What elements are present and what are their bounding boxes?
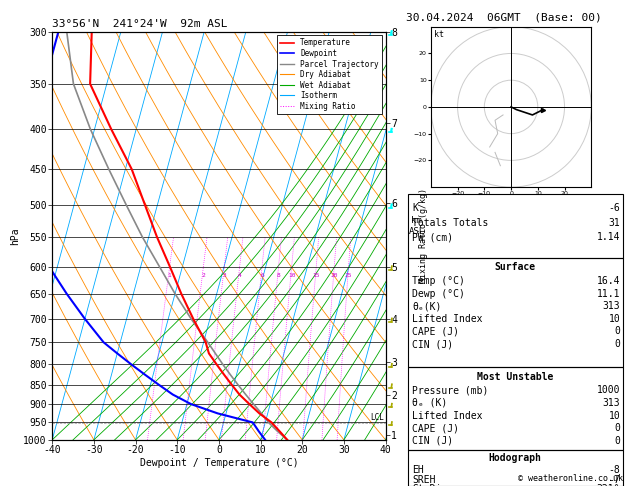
Text: Most Unstable: Most Unstable bbox=[477, 372, 554, 382]
Text: 321°: 321° bbox=[597, 485, 620, 486]
Text: 313: 313 bbox=[603, 301, 620, 311]
Text: 33°56'N  241°24'W  92m ASL: 33°56'N 241°24'W 92m ASL bbox=[52, 19, 228, 30]
Text: 16.4: 16.4 bbox=[597, 276, 620, 286]
Text: 0: 0 bbox=[615, 423, 620, 433]
Text: CIN (J): CIN (J) bbox=[412, 339, 453, 349]
Text: Temp (°C): Temp (°C) bbox=[412, 276, 465, 286]
Text: 4: 4 bbox=[238, 273, 242, 278]
Text: SREH: SREH bbox=[412, 475, 435, 485]
Text: 0: 0 bbox=[615, 339, 620, 349]
Text: 3: 3 bbox=[223, 273, 226, 278]
Text: Lifted Index: Lifted Index bbox=[412, 411, 482, 420]
Text: Totals Totals: Totals Totals bbox=[412, 218, 488, 227]
Text: Lifted Index: Lifted Index bbox=[412, 314, 482, 324]
Text: 313: 313 bbox=[603, 398, 620, 408]
Text: 11.1: 11.1 bbox=[597, 289, 620, 298]
Text: Surface: Surface bbox=[494, 262, 536, 272]
Text: 31: 31 bbox=[608, 218, 620, 227]
Text: θₑ (K): θₑ (K) bbox=[412, 398, 447, 408]
Text: CAPE (J): CAPE (J) bbox=[412, 327, 459, 336]
Text: 10: 10 bbox=[608, 314, 620, 324]
Y-axis label: hPa: hPa bbox=[10, 227, 20, 244]
Text: 1000: 1000 bbox=[597, 385, 620, 395]
Text: 25: 25 bbox=[345, 273, 352, 278]
Text: CAPE (J): CAPE (J) bbox=[412, 423, 459, 433]
Text: θₑ(K): θₑ(K) bbox=[412, 301, 442, 311]
Text: 8: 8 bbox=[277, 273, 281, 278]
Text: -8: -8 bbox=[608, 465, 620, 475]
Text: 2: 2 bbox=[201, 273, 205, 278]
Text: StmDir: StmDir bbox=[412, 485, 447, 486]
Text: 1.14: 1.14 bbox=[597, 232, 620, 242]
Text: 10: 10 bbox=[288, 273, 296, 278]
Text: EH: EH bbox=[412, 465, 424, 475]
Text: LCL: LCL bbox=[370, 414, 384, 422]
Text: PW (cm): PW (cm) bbox=[412, 232, 453, 242]
Text: Mixing Ratio (g/kg): Mixing Ratio (g/kg) bbox=[419, 188, 428, 283]
Text: 0: 0 bbox=[615, 436, 620, 446]
Text: 1: 1 bbox=[168, 273, 172, 278]
Text: Hodograph: Hodograph bbox=[489, 453, 542, 463]
Text: 10: 10 bbox=[608, 411, 620, 420]
Text: 20: 20 bbox=[330, 273, 338, 278]
Text: 30.04.2024  06GMT  (Base: 00): 30.04.2024 06GMT (Base: 00) bbox=[406, 12, 601, 22]
Text: -6: -6 bbox=[608, 203, 620, 213]
Text: K: K bbox=[412, 203, 418, 213]
Text: Dewp (°C): Dewp (°C) bbox=[412, 289, 465, 298]
Text: -7: -7 bbox=[608, 475, 620, 485]
Y-axis label: km
ASL: km ASL bbox=[408, 216, 425, 236]
Text: 6: 6 bbox=[260, 273, 264, 278]
X-axis label: Dewpoint / Temperature (°C): Dewpoint / Temperature (°C) bbox=[140, 458, 298, 468]
Text: 0: 0 bbox=[615, 327, 620, 336]
Legend: Temperature, Dewpoint, Parcel Trajectory, Dry Adiabat, Wet Adiabat, Isotherm, Mi: Temperature, Dewpoint, Parcel Trajectory… bbox=[277, 35, 382, 114]
Text: © weatheronline.co.uk: © weatheronline.co.uk bbox=[518, 474, 623, 483]
Text: Pressure (mb): Pressure (mb) bbox=[412, 385, 488, 395]
Text: 15: 15 bbox=[313, 273, 320, 278]
Text: CIN (J): CIN (J) bbox=[412, 436, 453, 446]
Text: kt: kt bbox=[433, 31, 443, 39]
